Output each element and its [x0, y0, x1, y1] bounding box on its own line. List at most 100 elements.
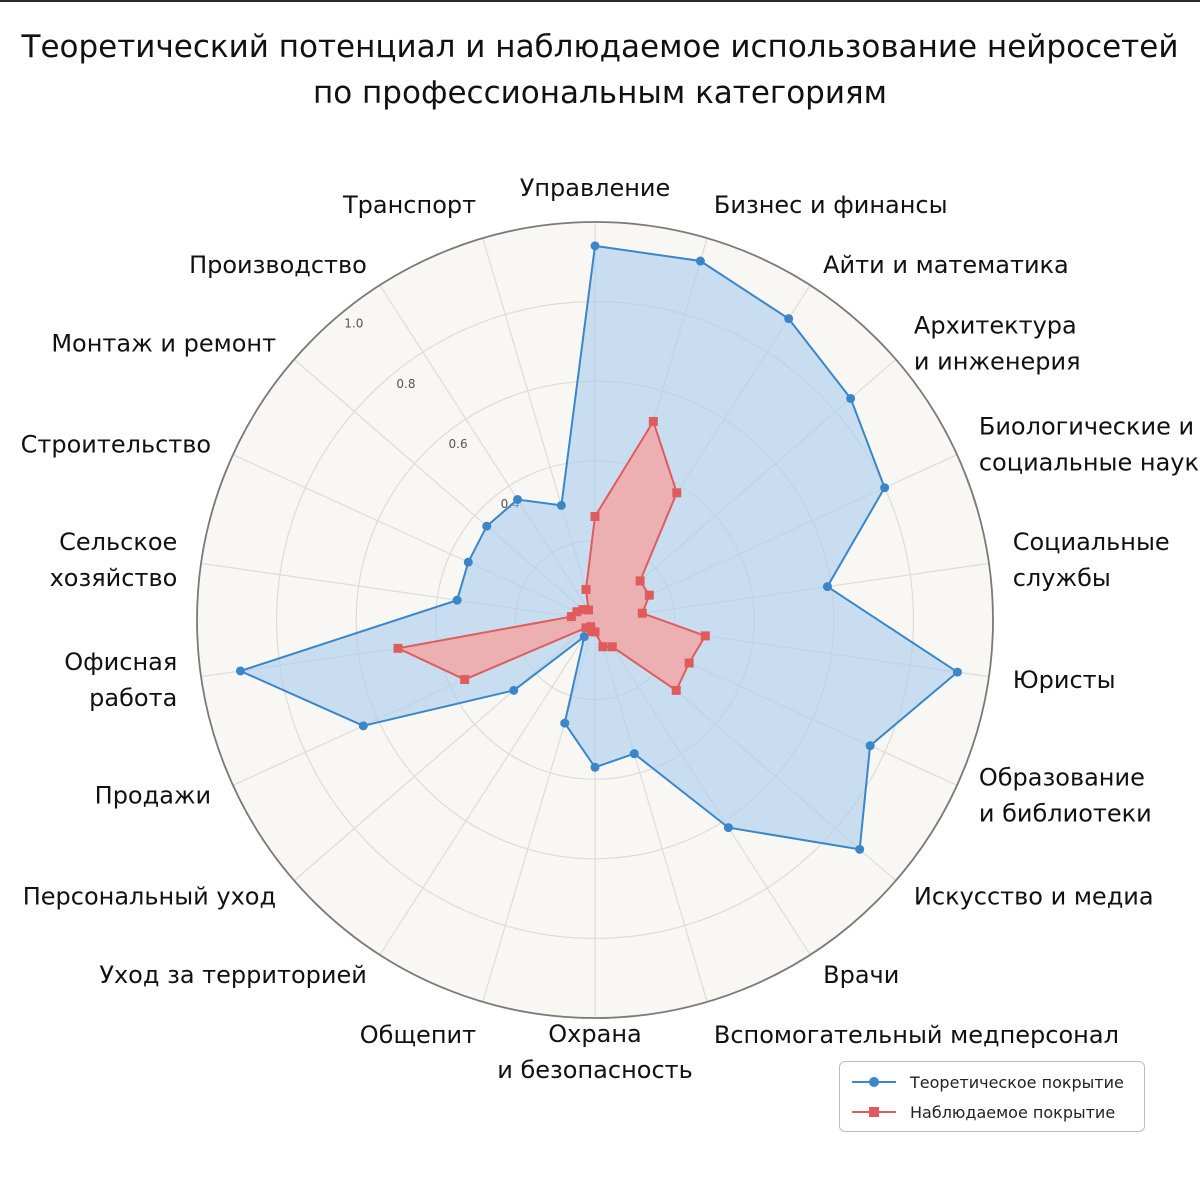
category-label-11: Охрана и безопасность — [497, 1020, 693, 1084]
series-1-point-5 — [637, 608, 647, 618]
category-label-13: Уход за территорией — [99, 961, 367, 989]
category-label-4-line-0: Биологические и — [979, 413, 1194, 441]
category-label-21: Транспорт — [342, 191, 476, 219]
series-1-point-13 — [586, 622, 596, 632]
category-label-3-line-1: и инженерия — [914, 348, 1081, 376]
series-0-point-2 — [784, 314, 794, 324]
category-label-7: Образование и библиотеки — [979, 763, 1152, 827]
series-0-point-7 — [865, 741, 875, 751]
category-label-5: Социальные службы — [1013, 528, 1170, 592]
series-0-point-11 — [590, 762, 600, 772]
series-0-point-6 — [952, 667, 962, 677]
category-label-15: Продажи — [95, 781, 211, 809]
category-label-11-line-0: Охрана — [548, 1020, 641, 1048]
category-label-2: Айти и математика — [823, 251, 1069, 279]
category-label-11-line-1: и безопасность — [497, 1056, 693, 1084]
category-label-13-line-0: Уход за территорией — [99, 961, 367, 989]
category-label-16-line-0: Офисная — [64, 648, 177, 676]
outer-ring — [196, 221, 994, 1019]
series-0-point-16 — [235, 666, 245, 676]
series-0-point-10 — [629, 749, 639, 759]
category-label-1-line-0: Бизнес и финансы — [714, 191, 948, 219]
chart-title-line-1: Теоретический потенциал и наблюдаемое ис… — [21, 29, 1179, 65]
series-1-point-12 — [587, 626, 597, 636]
category-label-8: Искусство и медиа — [914, 882, 1154, 910]
radial-tick-label-1: 0.6 — [449, 437, 468, 451]
category-label-0-line-0: Управление — [520, 174, 671, 202]
legend-label-observed: Наблюдаемое покрытие — [910, 1102, 1116, 1122]
series-1-point-19 — [578, 605, 588, 615]
series-layer — [235, 241, 962, 854]
category-label-16: Офисная работа — [64, 648, 177, 712]
category-label-4: Биологические и социальные науки — [979, 413, 1200, 477]
category-label-19: Монтаж и ремонт — [51, 330, 276, 358]
category-label-16-line-1: работа — [89, 684, 177, 712]
series-0-point-1 — [695, 256, 705, 266]
category-label-5-line-1: службы — [1013, 564, 1111, 592]
category-label-7-line-1: и библиотеки — [979, 799, 1152, 827]
series-0-point-12 — [560, 718, 570, 728]
legend: Теоретическое покрытие Наблюдаемое покры… — [839, 1061, 1145, 1132]
category-label-17-line-1: хозяйство — [50, 564, 178, 592]
legend-label-theoretical: Теоретическое покрытие — [910, 1072, 1124, 1092]
series-1-point-0 — [590, 512, 600, 522]
category-label-18: Строительство — [21, 431, 212, 459]
series-0-point-13 — [579, 632, 589, 642]
series-0-point-21 — [556, 500, 566, 510]
series-1-point-3 — [635, 576, 645, 586]
category-label-20-line-0: Производство — [189, 251, 367, 279]
category-label-3: Архитектура и инженерия — [914, 312, 1081, 376]
category-label-7-line-0: Образование — [979, 763, 1145, 791]
category-label-6-line-0: Юристы — [1013, 666, 1116, 694]
series-1-point-21 — [581, 584, 591, 594]
category-label-0: Управление — [520, 174, 671, 202]
category-label-9: Врачи — [823, 961, 899, 989]
category-label-4-line-1: социальные науки — [979, 449, 1200, 477]
series-1-point-14 — [581, 623, 591, 633]
series-1-point-16 — [393, 643, 403, 653]
series-0-point-0 — [590, 241, 600, 251]
legend-entry-theoretical: Теоретическое покрытие — [852, 1070, 1124, 1094]
series-1-point-7 — [684, 658, 694, 668]
series-0-point-5 — [822, 582, 832, 592]
chart-title-line-2: по профессиональным категориям — [312, 75, 888, 111]
legend-swatch-square-icon — [852, 1107, 896, 1117]
category-label-8-line-0: Искусство и медиа — [914, 882, 1154, 910]
category-label-18-line-0: Строительство — [21, 431, 212, 459]
series-1-point-8 — [671, 685, 681, 695]
category-label-14-line-0: Персональный уход — [23, 882, 276, 910]
series-1-point-18 — [572, 607, 582, 617]
category-label-14: Персональный уход — [23, 882, 276, 910]
series-1-point-17 — [566, 612, 576, 622]
category-label-6: Юристы — [1013, 666, 1116, 694]
category-label-17: Сельское хозяйство — [50, 528, 178, 592]
category-labels: Управление Бизнес и финансы Айти и математ… — [21, 174, 1200, 1084]
category-label-10-line-0: Вспомогательный медперсонал — [714, 1021, 1119, 1049]
series-1-point-1 — [648, 416, 658, 426]
series-1 — [393, 416, 710, 695]
category-label-17-line-0: Сельское — [59, 528, 177, 556]
category-label-12-line-0: Общепит — [360, 1021, 476, 1049]
legend-swatch-circle-icon — [852, 1077, 896, 1087]
series-0-point-3 — [846, 393, 856, 403]
grid-spoke-13 — [379, 619, 596, 956]
category-label-19-line-0: Монтаж и ремонт — [51, 330, 276, 358]
series-0-point-17 — [452, 595, 462, 605]
series-1-point-10 — [598, 642, 608, 652]
series-0-point-19 — [482, 521, 492, 531]
series-0-point-8 — [855, 844, 865, 854]
category-label-9-line-0: Врачи — [823, 961, 899, 989]
category-label-5-line-0: Социальные — [1013, 528, 1170, 556]
series-1-point-6 — [700, 631, 710, 641]
series-0-point-18 — [463, 557, 473, 567]
series-0-point-15 — [358, 721, 368, 731]
legend-entry-observed: Наблюдаемое покрытие — [852, 1100, 1115, 1124]
category-label-3-line-0: Архитектура — [914, 312, 1077, 340]
series-1-point-2 — [672, 488, 682, 498]
top-border-line — [0, 0, 1200, 2]
category-label-21-line-0: Транспорт — [342, 191, 476, 219]
series-0-point-4 — [880, 483, 890, 493]
series-1-point-4 — [644, 590, 654, 600]
series-0-point-14 — [509, 685, 519, 695]
